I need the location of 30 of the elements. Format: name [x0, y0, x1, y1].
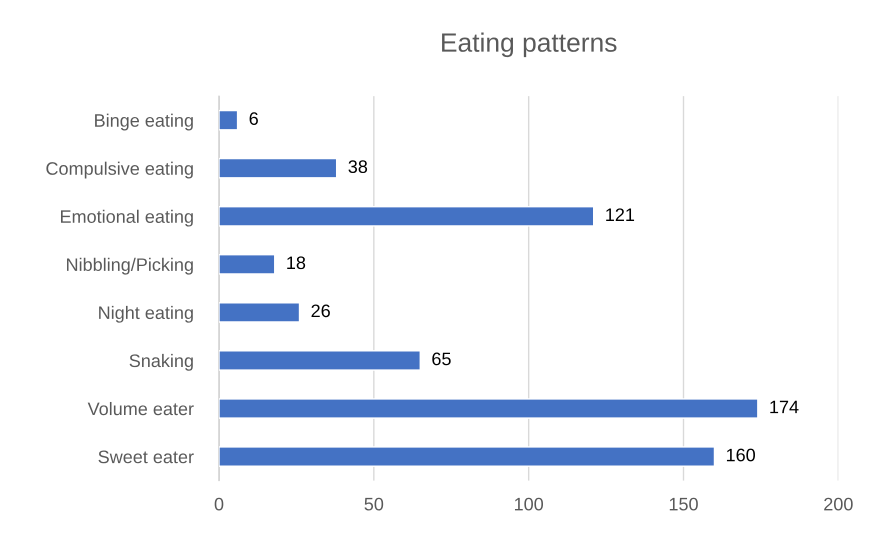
y-tick-label: Sweet eater [98, 450, 194, 464]
bar [219, 158, 338, 179]
data-label: 18 [287, 256, 306, 270]
bar [219, 302, 300, 323]
bar [219, 254, 276, 275]
y-tick-label: Volume eater [88, 402, 194, 416]
bar [219, 350, 421, 371]
data-label: 121 [606, 208, 634, 221]
x-tick-label: 0 [214, 498, 224, 511]
chart-title: Eating patterns [442, 32, 616, 58]
bar [219, 398, 759, 419]
y-tick-label: Emotional eating [60, 210, 193, 227]
bar [219, 110, 238, 130]
data-label: 6 [250, 112, 258, 125]
y-tick-label: Night eating [99, 306, 193, 323]
y-tick-label: Compulsive eating [46, 162, 193, 178]
y-tick-label: Binge eating [95, 114, 193, 130]
x-tick-label: 200 [824, 498, 853, 511]
x-tick-label: 100 [514, 498, 544, 511]
x-tick-label: 150 [670, 498, 698, 511]
y-tick-label: Snaking [130, 354, 193, 371]
data-label: 26 [312, 304, 330, 318]
bar [219, 446, 716, 467]
y-tick-label: Nibbling/Picking [67, 258, 193, 275]
data-label: 160 [726, 448, 755, 462]
data-label: 65 [432, 352, 451, 366]
data-label: 38 [348, 160, 368, 174]
x-tick-label: 50 [364, 498, 384, 511]
data-label: 174 [770, 400, 799, 414]
bar [219, 206, 594, 227]
